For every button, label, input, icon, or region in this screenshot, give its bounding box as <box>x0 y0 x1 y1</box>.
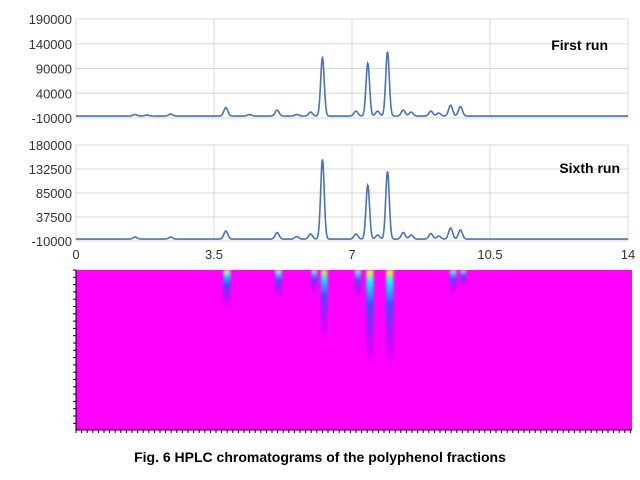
y-tick-label: 90000 <box>36 62 72 77</box>
heatmap-band <box>460 270 467 286</box>
x-tick-label: 10.5 <box>477 247 502 262</box>
chromatogram-trace <box>76 159 628 240</box>
chromatogram-trace <box>76 51 628 117</box>
heatmap-axis-ticks <box>73 269 631 433</box>
y-tick-labels: 180000 132500 85000 37500 -10000 <box>29 138 72 249</box>
heatmap-background <box>76 270 632 430</box>
run-label: First run <box>551 37 608 53</box>
y-tick-label: -10000 <box>32 111 72 126</box>
grid-lines <box>75 18 629 119</box>
y-tick-label: 140000 <box>29 37 72 52</box>
run-label: Sixth run <box>559 160 620 176</box>
y-tick-label: 180000 <box>29 138 72 153</box>
heatmap-band <box>311 270 318 294</box>
figure-caption: Fig. 6 HPLC chromatograms of the polyphe… <box>134 449 506 465</box>
heatmap-band <box>275 270 282 299</box>
y-tick-label: 132500 <box>29 162 72 177</box>
heatmap-band <box>223 270 231 310</box>
y-tick-label: -10000 <box>32 234 72 249</box>
chromatogram-first-run: 190000 140000 90000 40000 -10000 First run <box>29 12 629 126</box>
y-tick-label: 37500 <box>36 210 72 225</box>
x-tick-label: 3.5 <box>205 247 223 262</box>
y-tick-label: 40000 <box>36 86 72 101</box>
y-tick-label: 190000 <box>29 12 72 27</box>
x-tick-label: 7 <box>348 247 355 262</box>
heatmap-band <box>366 270 374 366</box>
heatmap-band <box>321 270 328 342</box>
heatmap-band <box>355 270 361 299</box>
y-tick-label: 85000 <box>36 186 72 201</box>
heatmap-band <box>386 270 394 366</box>
heatmap-bands <box>223 270 467 366</box>
x-tick-label: 0 <box>72 247 79 262</box>
heatmap-band <box>450 270 457 294</box>
x-tick-label: 14 <box>621 247 635 262</box>
chromatogram-sixth-run: 180000 132500 85000 37500 -10000 0 3.5 7 10.5 14… <box>29 138 636 262</box>
grid-lines <box>75 144 629 242</box>
y-tick-labels: 190000 140000 90000 40000 -10000 <box>29 12 72 126</box>
heatmap-panel <box>73 269 632 433</box>
x-tick-labels: 0 3.5 7 10.5 14 <box>72 247 635 262</box>
